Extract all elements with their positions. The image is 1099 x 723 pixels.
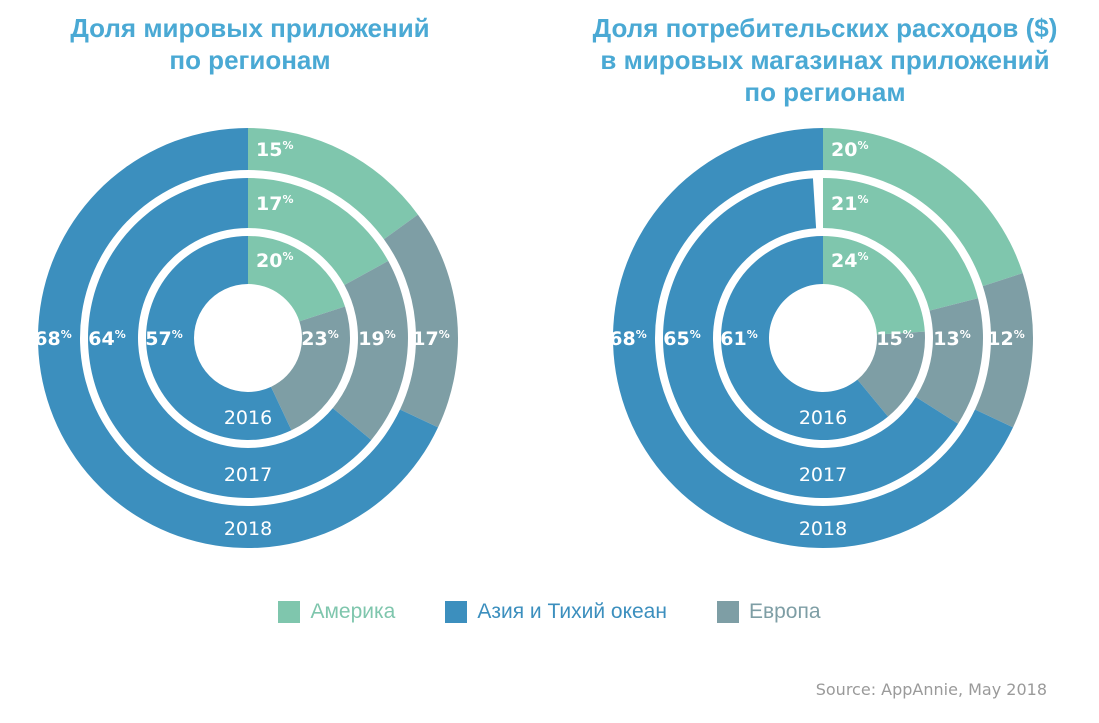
percent-sign: % bbox=[747, 328, 758, 341]
chart-title-line: по регионам bbox=[169, 45, 331, 75]
donut-segment-america-2016 bbox=[248, 236, 346, 322]
donut-segment-asia-pacific-2017 bbox=[87, 178, 372, 498]
percent-sign: % bbox=[282, 250, 293, 263]
percent-sign: % bbox=[61, 328, 72, 341]
percent-sign: % bbox=[903, 328, 914, 341]
legend-item-asia-pacific: Азия и Тихий океан bbox=[445, 600, 667, 624]
percent-sign: % bbox=[857, 139, 868, 152]
donut-segment-europe-2018 bbox=[383, 214, 459, 428]
source-note: Source: AppAnnie, May 2018 bbox=[815, 680, 1047, 699]
donut-segment-america-2017 bbox=[248, 178, 389, 286]
year-label-2017: 2017 bbox=[224, 464, 272, 486]
percent-sign: % bbox=[282, 139, 293, 152]
chart-title: Доля мировых приложений по регионам bbox=[0, 12, 500, 76]
percent-sign: % bbox=[439, 328, 450, 341]
legend-label: Азия и Тихий океан bbox=[477, 600, 667, 623]
chart-spending-share: Доля потребительских расходов ($) в миро… bbox=[575, 0, 1075, 560]
chart-title-line: в мировых магазинах приложений bbox=[600, 45, 1050, 75]
percent-sign: % bbox=[690, 328, 701, 341]
chart-title: Доля потребительских расходов ($) в миро… bbox=[575, 12, 1075, 108]
legend-label: Европа bbox=[748, 600, 821, 623]
percent-sign: % bbox=[115, 328, 126, 341]
year-label-2016: 2016 bbox=[224, 407, 272, 429]
donut-segment-america-2017 bbox=[823, 178, 978, 311]
donut-segment-america-2016 bbox=[823, 236, 925, 335]
percent-sign: % bbox=[636, 328, 647, 341]
legend-label: Америка bbox=[310, 600, 396, 623]
chart-title-line: Доля мировых приложений bbox=[70, 13, 430, 43]
donut-segment-asia-pacific-2016 bbox=[721, 236, 889, 440]
legend-swatch bbox=[278, 601, 301, 623]
donut-segment-asia-pacific-2017 bbox=[663, 178, 959, 498]
legend-swatch bbox=[445, 601, 468, 623]
donut-segment-europe-2016 bbox=[857, 331, 925, 417]
percent-sign: % bbox=[172, 328, 183, 341]
donut-segment-america-2018 bbox=[823, 128, 1023, 287]
percent-sign: % bbox=[857, 250, 868, 263]
chart-apps-share: Доля мировых приложений по регионам bbox=[0, 0, 500, 560]
percent-sign: % bbox=[328, 328, 339, 341]
donut-segment-europe-2017 bbox=[332, 260, 408, 440]
percent-sign: % bbox=[960, 328, 971, 341]
percent-sign: % bbox=[282, 193, 293, 206]
year-label-2018: 2018 bbox=[799, 518, 847, 540]
legend-item-europe: Европа bbox=[716, 600, 821, 624]
year-label-2017: 2017 bbox=[799, 464, 847, 486]
donut-segment-europe-2016 bbox=[270, 306, 350, 431]
donut-segment-europe-2017 bbox=[915, 298, 983, 424]
legend-swatch bbox=[716, 601, 739, 623]
percent-sign: % bbox=[385, 328, 396, 341]
legend-item-america: Америка bbox=[278, 600, 395, 624]
year-label-2018: 2018 bbox=[224, 518, 272, 540]
year-label-2016: 2016 bbox=[799, 407, 847, 429]
chart-title-line: по регионам bbox=[744, 77, 906, 107]
donut-segment-europe-2018 bbox=[975, 273, 1033, 428]
donut-segment-asia-pacific-2016 bbox=[146, 236, 292, 440]
donut-segment-america-2018 bbox=[248, 128, 418, 240]
percent-sign: % bbox=[857, 193, 868, 206]
chart-title-line: Доля потребительских расходов ($) bbox=[592, 13, 1058, 43]
legend: Америка Азия и Тихий океан Европа bbox=[0, 600, 1099, 624]
percent-sign: % bbox=[1014, 328, 1025, 341]
